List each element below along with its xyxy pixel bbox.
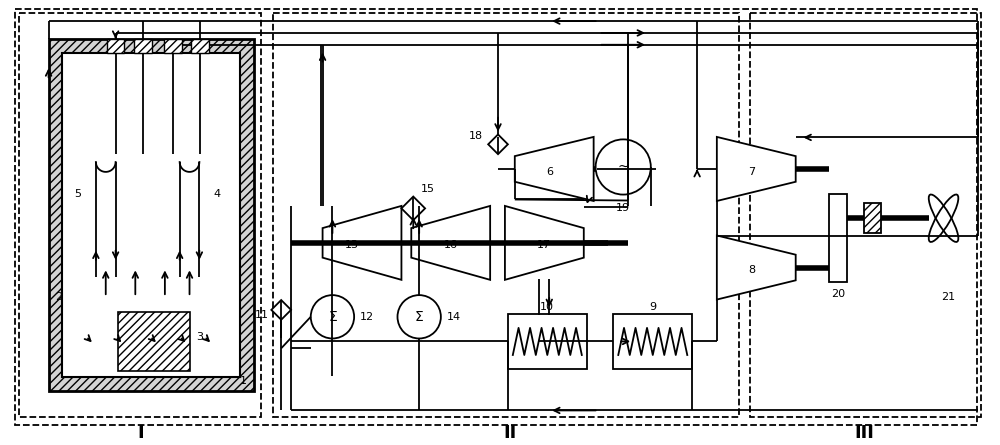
Text: 6: 6 — [546, 167, 553, 177]
Text: II: II — [503, 424, 516, 442]
Text: 16: 16 — [444, 240, 458, 250]
Text: 10: 10 — [540, 302, 554, 312]
Bar — [273, 13, 739, 417]
Polygon shape — [515, 137, 594, 201]
Text: ~: ~ — [617, 160, 629, 174]
Bar — [134, 39, 152, 53]
Polygon shape — [271, 300, 291, 320]
Text: 20: 20 — [831, 289, 845, 299]
Text: 13: 13 — [345, 240, 359, 250]
Text: 18: 18 — [469, 131, 483, 142]
Bar — [508, 314, 587, 368]
Bar — [107, 39, 124, 53]
Text: 15: 15 — [421, 184, 435, 194]
Bar — [164, 39, 182, 53]
Text: III: III — [855, 424, 875, 442]
Bar — [49, 39, 254, 391]
Text: $\Sigma$: $\Sigma$ — [414, 310, 424, 324]
Polygon shape — [488, 134, 508, 154]
Text: 14: 14 — [447, 312, 461, 322]
Text: 5: 5 — [75, 189, 82, 198]
Text: 19: 19 — [616, 203, 630, 213]
Text: 9: 9 — [649, 302, 656, 312]
Text: 21: 21 — [941, 292, 956, 302]
Bar — [19, 13, 261, 417]
Text: 17: 17 — [537, 240, 551, 250]
Polygon shape — [717, 137, 796, 201]
Circle shape — [311, 295, 354, 339]
Text: 1: 1 — [240, 376, 247, 386]
Polygon shape — [505, 206, 584, 280]
Text: 7: 7 — [748, 167, 755, 177]
Polygon shape — [401, 197, 425, 220]
Bar — [62, 53, 240, 377]
Circle shape — [397, 295, 441, 339]
Text: 8: 8 — [748, 266, 755, 275]
Bar — [829, 194, 847, 282]
Circle shape — [596, 139, 651, 194]
Polygon shape — [411, 206, 490, 280]
Bar — [864, 203, 881, 233]
Bar — [118, 312, 190, 371]
Bar — [86, 154, 125, 282]
Polygon shape — [717, 235, 796, 299]
Text: 2: 2 — [55, 292, 62, 302]
Polygon shape — [323, 206, 401, 280]
Text: I: I — [137, 424, 144, 442]
Text: $\Sigma$: $\Sigma$ — [328, 310, 337, 324]
Text: 11: 11 — [254, 310, 268, 320]
Bar — [750, 13, 981, 417]
Text: 4: 4 — [214, 189, 221, 198]
Text: 3: 3 — [196, 332, 203, 341]
Bar — [170, 154, 209, 282]
Bar — [191, 39, 209, 53]
Bar — [613, 314, 692, 368]
Text: 12: 12 — [360, 312, 374, 322]
